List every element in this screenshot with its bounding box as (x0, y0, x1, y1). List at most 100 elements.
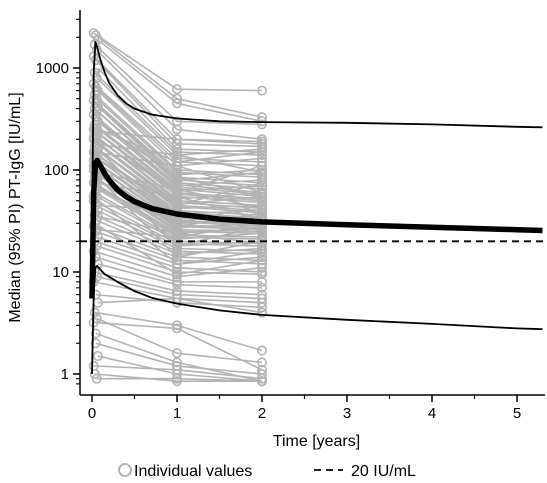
x-tick-label: 3 (343, 405, 351, 422)
individual-point (172, 258, 183, 269)
individual-point (88, 360, 99, 371)
y-tick-label: 1000 (36, 60, 69, 77)
individual-point (172, 293, 183, 304)
individual-line (96, 127, 263, 192)
individual-point (92, 34, 103, 45)
individual-point (172, 124, 183, 135)
individual-point (172, 160, 183, 171)
x-tick-label: 2 (258, 405, 266, 422)
legend-individual-marker (118, 463, 132, 477)
legend-threshold-label: 20 IU/mL (351, 463, 416, 480)
individual-point (172, 373, 183, 384)
individual-point (256, 345, 267, 356)
individual-point (256, 282, 267, 293)
individual-line (94, 373, 262, 382)
individual-point (256, 207, 267, 218)
individual-point (256, 180, 267, 191)
individual-point (91, 72, 102, 83)
x-tick-label: 5 (513, 405, 521, 422)
individual-point (172, 191, 183, 202)
individual-point (256, 368, 267, 379)
individual-point (256, 153, 267, 164)
individual-point (256, 147, 267, 158)
individual-point (172, 218, 183, 229)
individual-line (96, 188, 263, 225)
individual-point (89, 307, 100, 318)
model-lines-layer (80, 41, 545, 375)
individual-point (90, 338, 101, 349)
individual-point (256, 150, 267, 161)
individual-point (92, 351, 103, 362)
individual-line (96, 317, 263, 364)
individual-point (172, 279, 183, 290)
individual-line (95, 143, 263, 174)
individual-line (97, 263, 263, 289)
individual-line (96, 377, 263, 382)
legend-individual-label: Individual values (134, 463, 252, 480)
individual-point (256, 307, 267, 318)
lower-95-pi-line (91, 264, 543, 375)
individual-line (93, 99, 263, 176)
individual-line (94, 151, 263, 194)
y-tick-label: 100 (44, 162, 69, 179)
individual-point (172, 172, 183, 183)
individual-line (96, 49, 263, 141)
individual-line (96, 222, 263, 238)
individual-line (95, 256, 262, 283)
individual-line (94, 222, 263, 276)
individual-point (172, 348, 183, 359)
individual-line (94, 214, 263, 255)
legend: Individual values 20 IU/mL (118, 463, 416, 480)
individual-point (256, 238, 267, 249)
individual-line (96, 157, 263, 207)
y-tick-label: 10 (52, 264, 69, 281)
individual-line (93, 32, 263, 92)
individual-point (172, 323, 183, 334)
individual-point (172, 150, 183, 161)
individual-point (92, 297, 103, 308)
upper-95-pi-line (91, 41, 543, 224)
individual-point (90, 54, 101, 65)
individual-point (172, 252, 183, 263)
individual-point (256, 252, 267, 263)
individual-point (90, 328, 101, 339)
individual-point (172, 221, 183, 232)
individual-line (95, 171, 263, 210)
individual-point (256, 249, 267, 260)
x-axis-label: Time [years] (273, 433, 360, 450)
individual-point (172, 240, 183, 251)
individual-point (172, 84, 183, 95)
individual-point (256, 276, 267, 287)
x-tick-label: 0 (88, 405, 96, 422)
individual-point (256, 357, 267, 368)
individual-point (172, 98, 183, 109)
individual-point (172, 232, 183, 243)
individual-point (256, 187, 267, 198)
individual-point (256, 373, 267, 384)
individual-line (93, 195, 263, 265)
individual-point (256, 177, 267, 188)
individual-point (256, 255, 267, 266)
individual-line (95, 342, 263, 375)
individual-point (256, 262, 267, 273)
individual-line (93, 321, 263, 371)
individual-point (172, 184, 183, 195)
individual-point (172, 320, 183, 331)
individual-point (91, 373, 102, 384)
individual-point (256, 136, 267, 147)
individual-point (256, 203, 267, 214)
individual-line (97, 38, 263, 123)
individual-line (93, 250, 263, 278)
individual-line (97, 297, 263, 314)
y-tick-label: 1 (61, 366, 69, 383)
individual-point (256, 85, 267, 96)
individual-point (172, 360, 183, 371)
individual-point (256, 200, 267, 211)
individual-point (256, 302, 267, 313)
individual-values-layer (88, 28, 267, 387)
individual-line (94, 311, 263, 352)
x-tick-label: 1 (173, 405, 181, 422)
x-tick-label: 4 (428, 405, 436, 422)
individual-point (256, 160, 267, 171)
